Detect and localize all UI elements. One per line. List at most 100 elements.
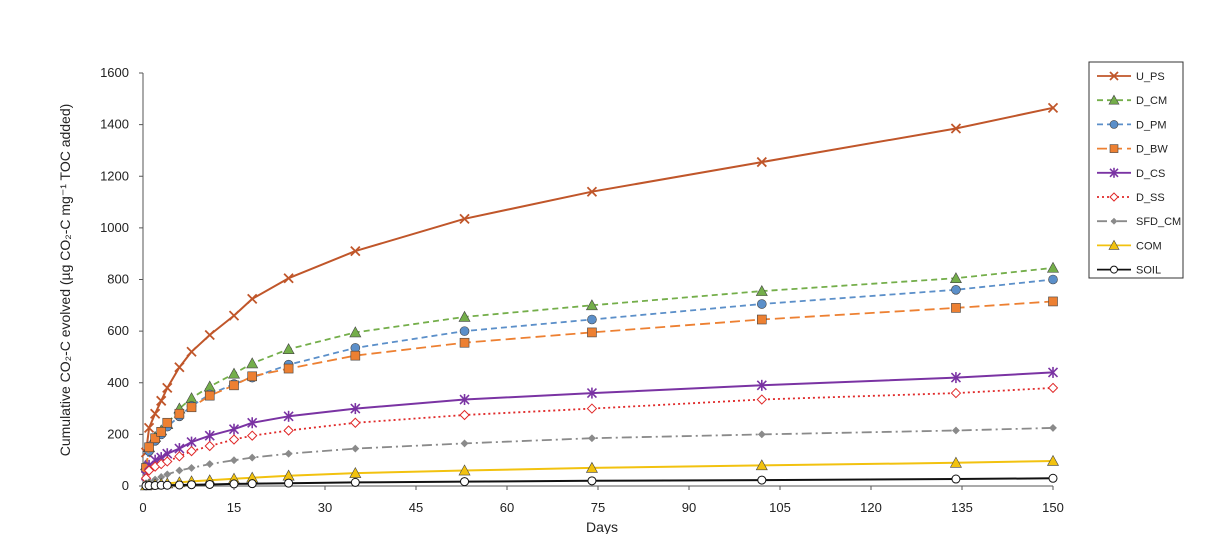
legend-box bbox=[1088, 61, 1184, 279]
data-point bbox=[587, 314, 597, 325]
data-point bbox=[227, 367, 241, 379]
data-point bbox=[950, 372, 961, 384]
data-point bbox=[950, 123, 962, 134]
legend-item: D_BW bbox=[1097, 144, 1168, 156]
x-tick-label: 90 bbox=[682, 500, 696, 515]
series-line bbox=[145, 267, 1054, 466]
data-point bbox=[350, 403, 361, 415]
legend-item: D_PM bbox=[1097, 119, 1167, 131]
data-point bbox=[283, 410, 294, 422]
data-point bbox=[186, 402, 197, 413]
data-point bbox=[756, 156, 767, 168]
x-tick-label: 0 bbox=[139, 500, 146, 515]
data-point bbox=[174, 362, 185, 373]
data-point bbox=[228, 434, 240, 445]
x-tick-label: 30 bbox=[318, 500, 332, 515]
series-line bbox=[145, 477, 1054, 487]
legend-label: SOIL bbox=[1136, 265, 1161, 277]
data-point bbox=[586, 387, 597, 399]
data-point bbox=[1048, 473, 1058, 483]
data-point bbox=[284, 449, 293, 458]
data-point bbox=[757, 430, 766, 439]
series-sfd-cm bbox=[142, 423, 1057, 488]
data-point bbox=[756, 379, 767, 391]
series-d-cs bbox=[140, 366, 1059, 482]
data-point bbox=[174, 408, 185, 419]
y-tick-label: 600 bbox=[107, 323, 129, 338]
data-point bbox=[755, 284, 768, 296]
data-point bbox=[587, 476, 597, 486]
series-layer bbox=[140, 102, 1060, 491]
data-point bbox=[460, 439, 469, 448]
data-point bbox=[1109, 167, 1119, 178]
data-point bbox=[283, 273, 294, 284]
legend: U_PS D_CM D_PM D_BW D_CS D_SS SFD_CM COM SOIL bbox=[1088, 61, 1184, 279]
data-point bbox=[1109, 120, 1119, 129]
data-point bbox=[459, 213, 470, 224]
data-point bbox=[228, 423, 240, 435]
series-d-bw bbox=[141, 296, 1058, 473]
data-point bbox=[149, 408, 161, 419]
x-axis-title: Days bbox=[586, 519, 618, 534]
data-point bbox=[350, 477, 360, 487]
data-point bbox=[228, 310, 240, 321]
data-point bbox=[247, 293, 258, 304]
data-point bbox=[350, 417, 361, 428]
data-point bbox=[1109, 71, 1119, 81]
data-point bbox=[951, 474, 961, 484]
series-com bbox=[140, 454, 1060, 491]
legend-label: SFD_CM bbox=[1136, 216, 1181, 228]
data-point bbox=[1048, 296, 1058, 307]
data-point bbox=[186, 346, 197, 357]
data-point bbox=[587, 327, 597, 338]
data-point bbox=[459, 394, 470, 406]
data-point bbox=[950, 387, 962, 399]
series-line bbox=[145, 300, 1054, 469]
legend-label: U_PS bbox=[1136, 71, 1165, 83]
data-point bbox=[756, 299, 767, 309]
data-point bbox=[229, 479, 239, 489]
data-point bbox=[949, 272, 962, 284]
axes: 0 200 400 600 800 1000 1200 1400 1600 0 15 30 45 60 75… bbox=[100, 65, 1064, 515]
data-point bbox=[1049, 423, 1057, 432]
data-point bbox=[458, 464, 471, 476]
data-point bbox=[150, 433, 160, 444]
y-tick-label: 1000 bbox=[100, 220, 129, 235]
data-point bbox=[284, 478, 294, 488]
data-point bbox=[459, 337, 470, 348]
data-point bbox=[282, 343, 295, 354]
data-point bbox=[204, 440, 215, 452]
y-tick-label: 1600 bbox=[100, 65, 129, 80]
data-point bbox=[205, 460, 214, 468]
data-point bbox=[230, 456, 238, 465]
data-point bbox=[350, 350, 361, 361]
legend-label: D_SS bbox=[1136, 192, 1165, 204]
x-tick-label: 60 bbox=[500, 500, 514, 515]
legend-label: D_CS bbox=[1136, 168, 1165, 180]
data-point bbox=[351, 444, 360, 453]
data-point bbox=[588, 434, 596, 443]
data-point bbox=[162, 417, 173, 428]
data-point bbox=[186, 445, 197, 457]
data-point bbox=[756, 394, 768, 405]
data-point bbox=[204, 329, 215, 341]
data-point bbox=[162, 456, 173, 467]
data-point bbox=[1109, 192, 1119, 202]
data-point bbox=[585, 299, 598, 311]
data-point bbox=[458, 310, 471, 322]
x-tick-label: 75 bbox=[591, 500, 605, 515]
data-point bbox=[1108, 94, 1120, 105]
series-line bbox=[145, 371, 1054, 476]
data-point bbox=[756, 314, 767, 325]
legend-label: D_CM bbox=[1136, 95, 1167, 107]
x-tick-label: 120 bbox=[860, 500, 882, 515]
data-point bbox=[460, 477, 470, 487]
data-point bbox=[174, 451, 185, 462]
y-axis-title: Cumulative CO₂-C evolved (µg CO₂-C mg⁻¹ … bbox=[57, 104, 73, 457]
data-point bbox=[156, 395, 167, 406]
y-tick-label: 800 bbox=[107, 272, 129, 287]
data-point bbox=[186, 436, 197, 448]
data-point bbox=[585, 461, 598, 473]
series-line bbox=[145, 278, 1054, 467]
